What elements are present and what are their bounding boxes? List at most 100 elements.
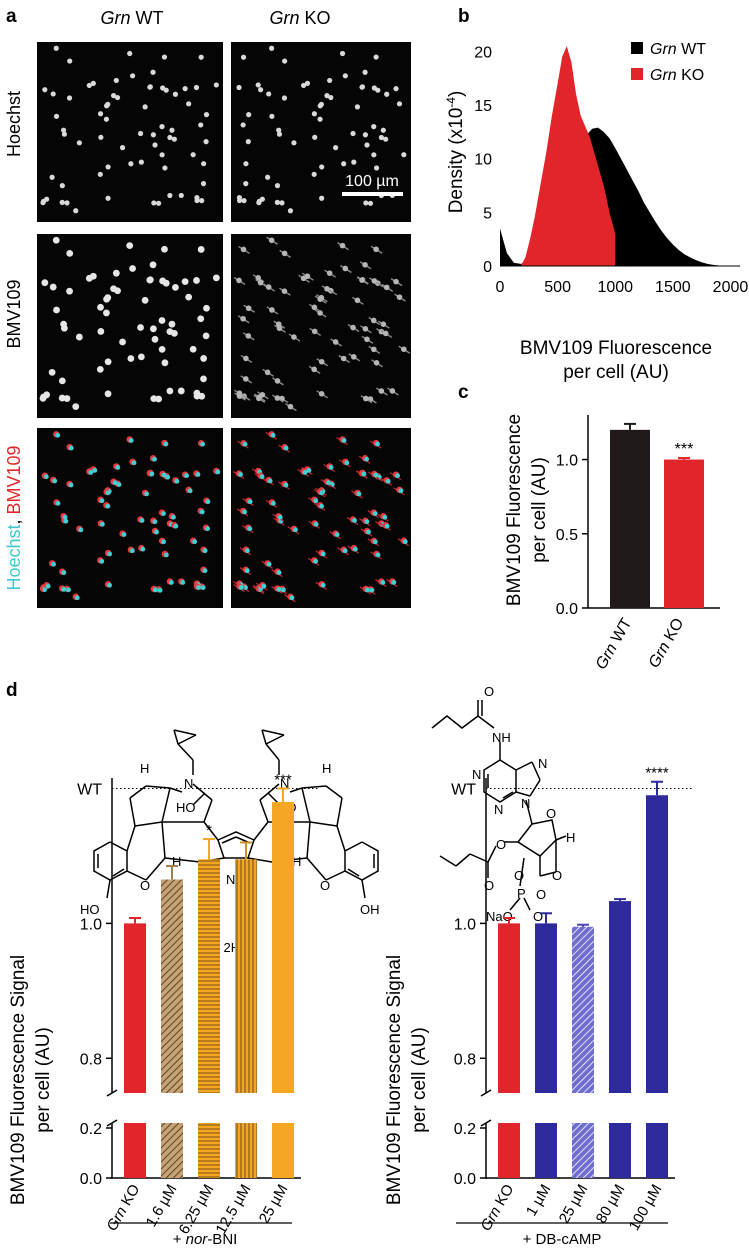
cell-signal-dot	[161, 245, 168, 253]
b-x-tick: 0	[496, 279, 505, 296]
nucleus-dot-cyan	[380, 580, 386, 585]
nucleus-dot-cyan	[61, 570, 67, 576]
dl-x-tick: 12.5 µM	[212, 1182, 254, 1238]
nucleus-dot-cyan	[88, 470, 94, 475]
c-significance: ***	[675, 441, 694, 458]
nucleus-dot-cyan	[398, 488, 404, 494]
nucleus-dot-cyan	[173, 523, 179, 529]
nucleus-dot	[169, 127, 175, 133]
nucleus-dot-cyan	[105, 490, 111, 496]
nucleus-dot-cyan	[244, 568, 250, 574]
nucleus-dot-cyan	[328, 465, 334, 470]
nucleus-dot-cyan	[267, 478, 273, 484]
dr-x-tick: 1 µM	[523, 1182, 555, 1220]
nucleus-dot-cyan	[55, 500, 61, 506]
cell-signal-dot	[245, 333, 252, 339]
svg-text:NaO: NaO	[486, 909, 513, 924]
nucleus-dot	[362, 69, 368, 75]
dl-wt-label: WT	[77, 781, 102, 798]
nucleus-dot	[213, 82, 219, 88]
dl-bar-upper	[272, 801, 294, 1093]
dl-y-tick: 1.0	[80, 916, 102, 933]
nucleus-dot	[97, 171, 103, 177]
nucleus-dot	[319, 195, 325, 201]
nucleus-dot-cyan	[139, 518, 145, 523]
nucleus-dot-cyan	[281, 587, 286, 593]
nucleus-dot-cyan	[78, 527, 84, 533]
cell-signal-dot	[141, 296, 149, 304]
nucleus-dot	[258, 87, 264, 93]
dr-bar-lower	[498, 1123, 520, 1178]
nucleus-dot-cyan	[242, 509, 248, 515]
d-right-group-label: + DB-cAMP	[523, 1231, 602, 1248]
nucleus-dot	[159, 124, 165, 130]
cell-signal-dot	[354, 297, 361, 304]
cell-signal-dot	[149, 325, 157, 333]
svg-text:N: N	[280, 776, 289, 791]
cell-signal-dot	[236, 277, 242, 284]
col-label-ko: Grn KO	[269, 8, 330, 28]
nucleus-dot	[60, 127, 67, 133]
svg-text:N: N	[538, 756, 547, 771]
cell-signal-dot	[383, 284, 390, 291]
nucleus-dot-cyan	[43, 474, 49, 480]
nucleus-dot-cyan	[313, 558, 319, 564]
cell-signal-dot	[161, 359, 169, 367]
nucleus-dot	[401, 152, 407, 158]
nucleus-dot	[182, 86, 188, 92]
nucleus-dot-cyan	[247, 526, 253, 532]
cell-signal-dot	[185, 293, 193, 301]
cell-signal-dot	[362, 325, 369, 332]
dl-bar-upper	[161, 879, 183, 1093]
cell-signal-dot	[236, 393, 243, 399]
nucleus-dot-cyan	[364, 519, 370, 525]
nucleus-dot	[53, 45, 59, 51]
nucleus-dot-cyan	[293, 527, 298, 533]
micrograph-merge-wt	[37, 428, 223, 608]
dr-y-tick: 0.2	[454, 1121, 476, 1138]
panel-letter-b: b	[458, 6, 470, 27]
cell-signal-dot	[373, 246, 379, 253]
svg-text:HO: HO	[80, 902, 100, 917]
dr-x-tick: 80 µM	[593, 1182, 629, 1227]
cell-signal-dot	[97, 303, 104, 311]
nucleus-dot	[384, 91, 390, 97]
legend-label-wt: Grn WT	[650, 41, 706, 58]
cell-signal-dot	[197, 246, 205, 253]
nucleus-dot	[259, 196, 265, 202]
cell-signal-dot	[97, 328, 105, 335]
cell-signal-dot	[371, 278, 378, 284]
nucleus-dot-cyan	[270, 500, 276, 506]
cell-signal-dot	[137, 324, 144, 331]
dr-y-tick: 1.0	[454, 916, 476, 933]
nucleus-dot-cyan	[302, 470, 308, 475]
nucleus-dot	[328, 94, 334, 101]
b-x-tick: 1000	[597, 279, 633, 296]
cell-signal-dot	[243, 355, 249, 362]
nucleus-dot	[354, 104, 361, 110]
nucleus-dot	[119, 145, 126, 151]
svg-text:O: O	[484, 878, 494, 893]
micrograph-bmv109-ko	[231, 234, 411, 418]
nucleus-dot	[59, 199, 65, 205]
nucleus-dot-cyan	[163, 441, 169, 447]
cell-signal-dot	[281, 288, 288, 294]
nucleus-dot-cyan	[168, 580, 174, 585]
nucleus-dot-cyan	[306, 467, 312, 473]
panel-b-density-plot: BMV109 Fluorescence per cell (AU) Densit…	[444, 41, 748, 383]
nucleus-dot-cyan	[161, 511, 166, 517]
nucleus-dot	[241, 198, 247, 204]
nucleus-dot	[152, 142, 158, 148]
cell-signal-dot	[112, 269, 120, 277]
nucleus-dot	[200, 181, 207, 187]
d-left-group-label: + nor-BNI	[173, 1231, 238, 1248]
panel-letter-c: c	[458, 382, 469, 403]
cell-signal-dot	[274, 395, 281, 401]
b-x-tick: 2000	[713, 279, 749, 296]
nucleus-dot-cyan	[242, 441, 248, 447]
nucleus-dot-cyan	[165, 474, 171, 480]
nucleus-dot	[86, 82, 92, 89]
nucleus-dot	[138, 159, 144, 165]
dl-x-tick: 25 µM	[256, 1182, 292, 1227]
nucleus-dot-cyan	[313, 498, 319, 504]
